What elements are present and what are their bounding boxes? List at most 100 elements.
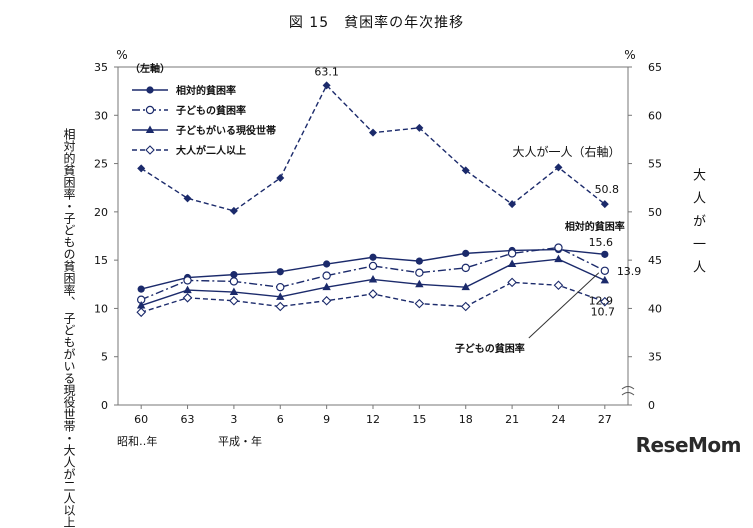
point-marker bbox=[276, 268, 284, 276]
legend-marker bbox=[146, 86, 154, 94]
point-marker bbox=[461, 166, 470, 175]
right-unit: % bbox=[624, 48, 635, 62]
point-marker bbox=[322, 81, 331, 90]
point-marker bbox=[136, 307, 146, 318]
right-tick-label: 65 bbox=[648, 61, 662, 74]
x-tick-label: 3 bbox=[230, 413, 237, 426]
era-showa: 昭和‥年 bbox=[117, 435, 158, 448]
right-tick-label: 55 bbox=[648, 158, 662, 171]
relative-rate-label: 相対的貧困率 bbox=[565, 220, 625, 233]
peak-value-label: 63.1 bbox=[314, 65, 339, 78]
x-tick-label: 24 bbox=[551, 413, 565, 426]
point-marker bbox=[553, 280, 564, 291]
point-marker bbox=[183, 276, 192, 285]
series-line-1 bbox=[140, 246, 606, 301]
x-tick-label: 21 bbox=[505, 413, 519, 426]
point-marker bbox=[368, 274, 378, 283]
point-marker bbox=[229, 277, 239, 286]
point-marker bbox=[508, 200, 517, 209]
single-adult-end-label: 50.8 bbox=[595, 183, 620, 196]
right-tick-label: 35 bbox=[648, 351, 662, 364]
right-tick-label: 45 bbox=[648, 254, 662, 267]
legend-label: 相対的貧困率 bbox=[176, 84, 236, 97]
left-tick-label: 35 bbox=[94, 61, 108, 74]
x-tick-label: 63 bbox=[181, 413, 195, 426]
point-marker bbox=[275, 301, 286, 312]
point-marker bbox=[554, 243, 563, 252]
left-tick-label: 10 bbox=[94, 302, 108, 315]
child-rate-pointer-label: 子どもの貧困率 bbox=[455, 342, 525, 355]
single-adult-label: 大人が一人（右軸） bbox=[512, 144, 620, 159]
child-rate-end-label: 13.9 bbox=[617, 265, 642, 278]
right-tick-label: 0 bbox=[648, 399, 655, 412]
legend-label: 大人が二人以上 bbox=[176, 144, 246, 157]
point-marker bbox=[461, 282, 470, 291]
point-marker bbox=[507, 249, 517, 258]
point-marker bbox=[600, 266, 610, 275]
x-tick-label: 15 bbox=[412, 413, 426, 426]
point-marker bbox=[369, 253, 377, 261]
two-adult-end-label: 10.7 bbox=[591, 306, 616, 319]
left-tick-label: 30 bbox=[94, 109, 108, 122]
point-marker bbox=[554, 163, 563, 172]
point-marker bbox=[415, 123, 424, 132]
point-marker bbox=[323, 260, 331, 268]
point-marker bbox=[368, 261, 378, 271]
era-heisei: 平成・年 bbox=[218, 435, 262, 448]
left-axis-label: 相対的貧困率・子どもの貧困率、 子どもがいる現役世帯・大人が二人以上 bbox=[62, 128, 76, 528]
x-tick-label: 12 bbox=[366, 413, 380, 426]
legend-axis-note: （左軸） bbox=[130, 62, 170, 75]
point-marker bbox=[322, 271, 331, 280]
point-marker bbox=[276, 292, 285, 300]
point-marker bbox=[462, 249, 470, 257]
point-marker bbox=[414, 298, 425, 309]
axis-break-mark bbox=[621, 386, 635, 396]
left-tick-label: 15 bbox=[94, 254, 108, 267]
point-marker bbox=[321, 295, 332, 306]
point-marker bbox=[322, 282, 331, 291]
pointer-line bbox=[528, 272, 600, 339]
x-tick-label: 27 bbox=[598, 413, 612, 426]
point-marker bbox=[507, 259, 517, 268]
left-tick-label: 20 bbox=[94, 206, 108, 219]
legend-marker bbox=[145, 105, 155, 115]
x-tick-label: 60 bbox=[134, 413, 148, 426]
point-marker bbox=[507, 277, 517, 288]
point-marker bbox=[600, 275, 610, 284]
left-unit: % bbox=[116, 48, 127, 62]
point-marker bbox=[276, 282, 285, 292]
point-marker bbox=[415, 257, 423, 265]
point-marker bbox=[600, 296, 610, 307]
legend-marker bbox=[145, 145, 155, 155]
resemom-logo: ReseMom bbox=[635, 433, 742, 457]
point-marker bbox=[229, 287, 239, 296]
point-marker bbox=[461, 263, 470, 273]
legend-label: 子どもがいる現役世帯 bbox=[176, 124, 276, 137]
right-tick-label: 50 bbox=[648, 206, 662, 219]
point-marker bbox=[183, 285, 192, 294]
point-marker bbox=[415, 279, 424, 288]
household-rate-end-label: 12.9 bbox=[589, 294, 614, 307]
point-marker bbox=[600, 200, 609, 209]
x-tick-label: 6 bbox=[277, 413, 284, 426]
left-tick-label: 0 bbox=[101, 399, 108, 412]
x-tick-label: 9 bbox=[323, 413, 330, 426]
point-marker bbox=[460, 301, 471, 312]
point-marker bbox=[369, 128, 377, 137]
legend-label: 子どもの貧困率 bbox=[176, 104, 246, 117]
point-marker bbox=[276, 174, 285, 183]
plot-frame bbox=[117, 66, 629, 406]
point-marker bbox=[229, 295, 239, 306]
point-marker bbox=[137, 164, 146, 173]
point-marker bbox=[229, 206, 238, 215]
relative-rate-end-label: 15.6 bbox=[589, 236, 614, 249]
point-marker bbox=[182, 293, 193, 303]
point-marker bbox=[368, 289, 378, 299]
right-tick-label: 40 bbox=[648, 302, 662, 315]
right-tick-label: 60 bbox=[648, 109, 662, 122]
point-marker bbox=[136, 301, 146, 309]
point-marker bbox=[183, 194, 192, 203]
left-tick-label: 5 bbox=[101, 351, 108, 364]
legend-marker bbox=[145, 125, 155, 133]
